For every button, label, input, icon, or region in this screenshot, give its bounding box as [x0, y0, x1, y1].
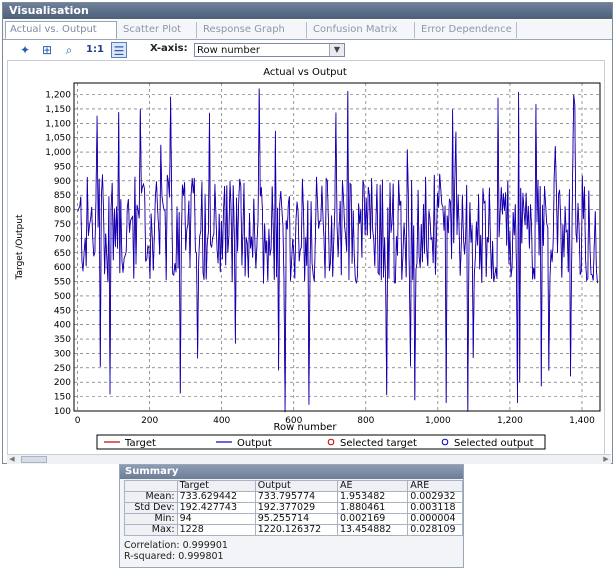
summary-col-ae: AE	[336, 480, 409, 492]
tab-actual-vs-output[interactable]: Actual vs. Output	[5, 21, 117, 39]
toolbar: ✦ ⊞ ⌕ 1:1 ☰ X-axis: Row number ▼	[3, 40, 612, 60]
summary-col-output: Output	[254, 480, 338, 492]
horizontal-scrollbar[interactable]: ◀ ▶	[7, 454, 611, 464]
y-tick-label: 650	[54, 249, 71, 259]
y-tick-label: 300	[54, 349, 71, 359]
tab-confusion-matrix[interactable]: Confusion Matrix	[309, 22, 415, 38]
legend-output: Output	[237, 438, 272, 449]
y-axis-label: Target /Output	[15, 214, 25, 280]
tab-response-graph[interactable]: Response Graph	[199, 22, 307, 38]
x-ticks: 0 200 400 600 800 1,000 1,200 1,400	[75, 416, 595, 426]
table-row: Std Dev: 192.427743 192.377029 1.880461 0.00…	[124, 502, 463, 514]
legend-icon[interactable]: ☰	[111, 42, 127, 58]
y-tick-label: 150	[54, 393, 71, 403]
chevron-down-icon[interactable]: ▼	[329, 44, 344, 56]
y-tick-label: 900	[54, 177, 71, 187]
xaxis-select-value: Row number	[197, 45, 261, 56]
y-tick-label: 1,100	[45, 119, 71, 129]
tab-bar: Actual vs. Output Scatter Plot Response …	[3, 20, 612, 40]
chart-legend: Target Output Selected target Selected o…	[96, 434, 546, 450]
y-tick-label: 1,000	[45, 148, 71, 158]
tab-error-dependence[interactable]: Error Dependence	[417, 22, 517, 38]
y-tick-label: 350	[54, 335, 71, 345]
series-output-line	[77, 88, 598, 413]
tab-scatter-plot[interactable]: Scatter Plot	[119, 22, 197, 38]
y-tick-label: 1,200	[45, 91, 71, 101]
x-axis-label: Row number	[273, 422, 337, 433]
one-to-one-icon[interactable]: 1:1	[86, 44, 104, 55]
x-tick-label: 0	[75, 416, 81, 426]
fit-icon[interactable]: ⊞	[41, 43, 53, 57]
x-tick-label: 1,200	[497, 416, 523, 426]
panel-title: Visualisation	[3, 3, 612, 19]
legend-selected-output: Selected output	[454, 438, 534, 449]
xaxis-select[interactable]: Row number ▼	[194, 43, 345, 57]
y-tick-label: 700	[54, 234, 71, 244]
y-tick-label: 800	[54, 206, 71, 216]
y-ticks: 100 150 200 250 300 350 400 450 500 550 600 650 700 7…	[45, 91, 71, 417]
r-squared-value: R-squared: 0.999801	[124, 551, 224, 562]
xaxis-label: X-axis:	[150, 43, 188, 54]
x-tick-label: 200	[141, 416, 158, 426]
summary-col-are: ARE	[407, 480, 463, 492]
legend-selected-target-marker	[327, 438, 335, 446]
x-tick-label: 1,400	[569, 416, 595, 426]
visualisation-panel: Visualisation Actual vs. Output Scatter …	[2, 2, 613, 464]
chart-title: Actual vs Output	[263, 67, 347, 78]
zoom-icon[interactable]: ⌕	[65, 43, 73, 57]
y-tick-label: 450	[54, 306, 71, 316]
table-row: Max: 1228 1220.126372 13.454882 0.028109	[124, 524, 463, 536]
y-tick-label: 500	[54, 292, 71, 302]
scroll-thumb[interactable]	[21, 456, 47, 463]
plot-frame	[73, 82, 601, 412]
correlation-value: Correlation: 0.999901	[124, 540, 228, 551]
x-tick-label: 1,000	[425, 416, 451, 426]
scroll-left-icon[interactable]: ◀	[9, 455, 15, 463]
y-tick-label: 100	[54, 407, 71, 417]
y-tick-label: 550	[54, 278, 71, 288]
y-tick-label: 250	[54, 364, 71, 374]
x-tick-label: 400	[213, 416, 230, 426]
y-tick-label: 1,050	[45, 134, 71, 144]
summary-header-row: Target Output AE ARE	[124, 480, 463, 492]
y-tick-label: 200	[54, 378, 71, 388]
summary-col-blank	[124, 480, 178, 492]
y-tick-label: 850	[54, 191, 71, 201]
legend-box	[96, 434, 546, 450]
summary-panel: Summary Target Output AE ARE Mean: 733.62…	[119, 464, 464, 568]
x-tick-label: 600	[285, 416, 302, 426]
legend-selected-output-marker	[441, 438, 449, 446]
y-tick-label: 600	[54, 263, 71, 273]
legend-target: Target	[124, 438, 156, 449]
y-tick-label: 750	[54, 220, 71, 230]
chart-grid	[74, 83, 600, 412]
chart-area: Actual vs Output 100 150 200 250 300 350 400 45…	[7, 60, 605, 455]
scroll-right-icon[interactable]: ▶	[603, 455, 609, 463]
x-tick-label: 800	[357, 416, 374, 426]
y-tick-label: 400	[54, 321, 71, 331]
summary-title: Summary	[120, 465, 463, 479]
y-tick-label: 1,150	[45, 105, 71, 115]
add-series-icon[interactable]: ✦	[19, 43, 31, 57]
table-row: Mean: 733.629442 733.795774 1.953482 0.00293…	[124, 491, 463, 503]
summary-col-target: Target	[176, 480, 256, 492]
summary-table: Target Output AE ARE Mean: 733.629442 733.…	[124, 480, 463, 536]
table-row: Min: 94 95.255714 0.002169 0.000004	[124, 513, 463, 525]
legend-selected-target: Selected target	[340, 438, 417, 449]
actual-vs-output-chart: Actual vs Output 100 150 200 250 300 350 400 45…	[15, 67, 601, 450]
y-tick-label: 950	[54, 162, 71, 172]
